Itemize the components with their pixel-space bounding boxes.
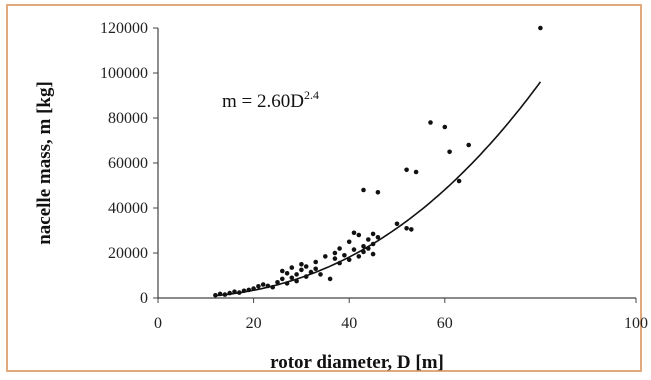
data-point — [313, 259, 319, 265]
y-tick-labels: 0 20000 40000 60000 80000 100000 120000 — [100, 20, 148, 307]
data-point — [280, 276, 285, 282]
data-point — [394, 221, 400, 227]
y-tick-label: 100000 — [100, 65, 148, 82]
data-point — [303, 274, 309, 279]
fit-curve-group — [215, 81, 542, 297]
data-point — [346, 257, 352, 263]
data-point — [413, 169, 419, 175]
data-point — [237, 290, 242, 295]
x-tick-label: 40 — [341, 315, 357, 332]
x-tick-label: 60 — [437, 315, 453, 332]
y-tick-label: 120000 — [100, 20, 148, 37]
data-point — [375, 235, 381, 240]
data-point — [284, 281, 290, 286]
data-point — [313, 266, 319, 272]
data-point — [366, 237, 371, 242]
data-point — [308, 269, 314, 275]
data-point — [318, 272, 323, 277]
data-point — [409, 227, 414, 232]
equation-exponent: 2.4 — [304, 88, 319, 102]
data-point — [332, 250, 338, 256]
x-tick-label: 0 — [154, 315, 162, 332]
data-point — [327, 276, 333, 282]
data-point — [222, 292, 228, 297]
data-point — [256, 284, 261, 289]
data-point — [289, 265, 295, 270]
x-tick-label: 100 — [624, 315, 648, 332]
data-point — [351, 230, 357, 236]
data-point — [538, 25, 543, 31]
data-point — [241, 288, 247, 294]
data-point — [289, 275, 295, 281]
data-point — [260, 282, 266, 287]
data-point — [404, 226, 409, 231]
data-point — [246, 287, 252, 293]
data-point — [356, 232, 362, 238]
equation-base: m = 2.60D — [222, 91, 304, 112]
data-point — [351, 247, 357, 252]
y-tick-label: 0 — [140, 290, 148, 307]
x-tick-label: 20 — [246, 315, 262, 332]
data-point — [366, 246, 371, 251]
data-point — [442, 124, 448, 130]
data-point — [404, 167, 409, 173]
data-point — [375, 190, 381, 195]
data-point — [299, 262, 304, 267]
data-point — [294, 272, 299, 277]
data-point — [284, 271, 290, 276]
data-point — [265, 283, 271, 289]
data-point — [332, 256, 338, 261]
y-axis-title: nacelle mass, m [kg] — [34, 81, 55, 245]
data-point — [370, 241, 376, 247]
data-point — [251, 286, 256, 291]
equation-annotation: m = 2.60D2.4 — [222, 88, 319, 112]
data-point — [370, 231, 376, 237]
data-point — [342, 253, 347, 258]
x-axis-title: rotor diameter, D [m] — [270, 352, 444, 373]
y-tick-label: 20000 — [108, 245, 148, 262]
data-point — [299, 267, 304, 273]
data-point — [361, 249, 366, 255]
chart-frame — [6, 4, 642, 372]
data-point — [337, 246, 342, 251]
data-point — [447, 149, 452, 155]
y-tick-label: 40000 — [108, 200, 148, 217]
x-tick-labels: 0 20 40 60 100 — [154, 315, 648, 332]
y-tick-label: 80000 — [108, 110, 148, 127]
data-point — [303, 264, 309, 269]
data-point — [361, 187, 366, 193]
axes — [153, 27, 637, 303]
data-point — [466, 142, 472, 148]
data-point — [361, 244, 366, 249]
data-points — [213, 25, 543, 298]
data-point — [356, 254, 362, 259]
data-point — [280, 268, 285, 274]
data-point — [217, 291, 223, 297]
fit-curve — [215, 81, 542, 297]
data-point — [346, 239, 352, 245]
data-point — [294, 278, 299, 284]
data-point — [227, 290, 232, 296]
data-point — [275, 280, 280, 285]
y-tick-label: 60000 — [108, 155, 148, 172]
data-point — [456, 178, 462, 184]
data-point — [428, 120, 433, 125]
data-point — [337, 260, 342, 266]
data-point — [270, 284, 276, 290]
data-point — [323, 254, 328, 259]
data-point — [232, 289, 237, 295]
data-point — [370, 251, 376, 257]
data-point — [213, 293, 218, 298]
